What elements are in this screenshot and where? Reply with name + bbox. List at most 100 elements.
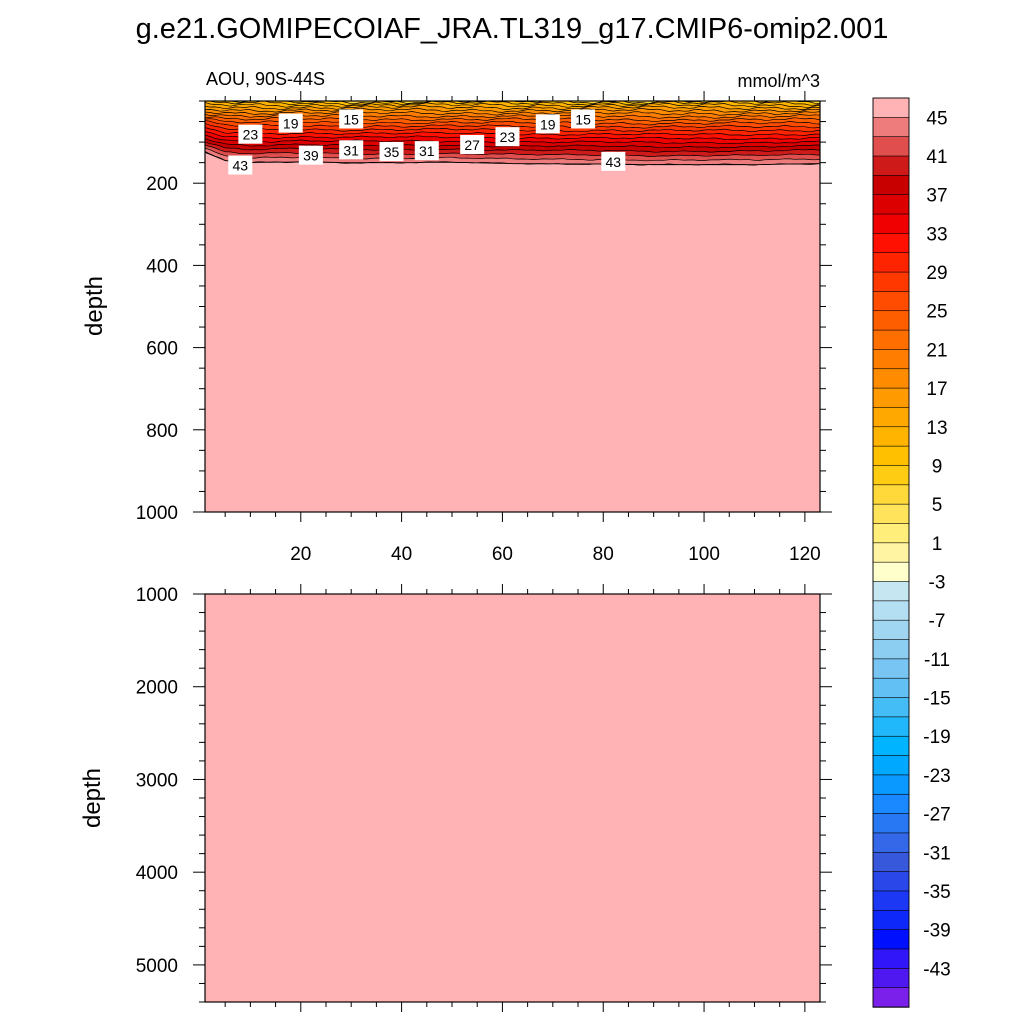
colorbar-swatch: [872, 755, 910, 776]
contour-line: [205, 107, 820, 113]
colorbar-tick-label: 9: [932, 456, 943, 477]
contour-label: 43: [228, 155, 253, 175]
y-tick-label: 3000: [136, 770, 178, 791]
colorbar-tick-label: 29: [926, 263, 947, 284]
colorbar-swatch: [872, 677, 910, 699]
colorbar-swatch: [872, 117, 910, 138]
y-tick-label: 400: [146, 256, 178, 277]
colorbar-swatch: [872, 619, 910, 641]
contour-line: [205, 101, 820, 106]
colorbar-swatch: [872, 890, 910, 911]
colorbar-swatch: [872, 774, 910, 795]
colorbar-swatch: [872, 252, 910, 273]
upper-left-string: AOU, 90S-44S: [206, 69, 325, 89]
colorbar-swatch: [872, 233, 910, 254]
lower-y-axis-label: depth: [79, 768, 106, 828]
colorbar-tick-label: -15: [923, 689, 950, 710]
contour-label: 19: [535, 114, 560, 134]
colorbar-swatch: [872, 194, 910, 215]
contour-label: 39: [298, 145, 323, 165]
colorbar-swatch: [872, 600, 910, 621]
colorbar-swatch: [872, 793, 910, 815]
contour-line: [205, 104, 820, 111]
colorbar-swatch: [872, 465, 910, 486]
svg-text:31: 31: [343, 142, 359, 158]
svg-text:23: 23: [243, 127, 259, 143]
contour-line: [205, 116, 820, 123]
x-tick-label: 100: [688, 544, 720, 565]
colorbar-swatch: [872, 349, 910, 370]
svg-text:43: 43: [232, 158, 248, 174]
colorbar-swatch: [872, 735, 910, 757]
colorbar-swatch: [872, 387, 910, 409]
colorbar-tick-label: 33: [926, 224, 947, 245]
colorbar-swatch: [872, 832, 910, 853]
y-tick-label: 800: [146, 421, 178, 442]
contour-band-deep: [205, 152, 820, 512]
colorbar-tick-label: 45: [926, 108, 947, 129]
colorbar-swatch: [872, 407, 910, 428]
colorbar-tick-label: -3: [929, 573, 946, 594]
colorbar-swatch: [872, 368, 910, 389]
contour-line: [205, 118, 820, 126]
contour-label: 19: [278, 113, 303, 133]
lower-panel: 1000 2000 3000 4000 5000 depth: [79, 584, 832, 1012]
colorbar-tick-label: 17: [926, 379, 947, 400]
colorbar-swatch: [872, 851, 910, 873]
colorbar-tick-label: 25: [926, 302, 947, 323]
contour-label: 43: [601, 151, 626, 171]
svg-text:39: 39: [303, 148, 319, 164]
colorbar-tick-label: -35: [923, 882, 950, 903]
colorbar-tick-label: -31: [923, 843, 950, 864]
colorbar-tick-label: 13: [926, 418, 947, 439]
upper-panel: 15 15 19 19 23 23 27 31 35 31 39 43 43 20 40 60 80 100 12…: [81, 69, 832, 565]
contour-line: [205, 113, 820, 119]
colorbar-tick-label: -27: [923, 805, 950, 826]
svg-text:23: 23: [500, 129, 516, 145]
contour-label: 35: [379, 141, 404, 161]
figure-title: g.e21.GOMIPECOIAF_JRA.TL319_g17.CMIP6-om…: [136, 13, 889, 45]
contour-label: 31: [414, 141, 439, 161]
colorbar-tick-label: -23: [923, 766, 950, 787]
colorbar-tick-label: 37: [926, 186, 947, 207]
y-tick-label: 4000: [136, 863, 178, 884]
colorbar-swatch: [872, 291, 910, 312]
upper-axes: 20 40 60 80 100 120 200 400 600 800 1000: [136, 91, 832, 565]
contour-line: [205, 120, 820, 129]
contour-label: 15: [571, 109, 596, 129]
svg-text:35: 35: [384, 144, 400, 160]
colorbar-swatch: [872, 175, 910, 196]
colorbar-swatch: [872, 445, 910, 467]
colorbar-tick-label: -19: [923, 727, 950, 748]
colorbar-swatch: [872, 909, 910, 931]
colorbar-tick-label: -7: [929, 611, 946, 632]
colorbar-swatch: [872, 97, 910, 119]
colorbar-swatch: [872, 987, 910, 1008]
colorbar-frame: [872, 97, 910, 1008]
contour-line: [205, 102, 820, 108]
colorbar-swatch: [872, 213, 910, 235]
colorbar-swatch: [872, 155, 910, 177]
svg-text:15: 15: [343, 111, 359, 127]
colorbar-swatch: [872, 639, 910, 660]
colorbar-swatch: [872, 426, 910, 447]
colorbar-tick-label: -11: [924, 650, 950, 671]
colorbar-swatch: [872, 542, 910, 563]
colorbar-tick-label: -43: [923, 959, 950, 980]
x-tick-label: 60: [492, 544, 513, 565]
lower-axes: 1000 2000 3000 4000 5000: [136, 584, 832, 1012]
x-tick-label: 120: [789, 544, 821, 565]
svg-text:19: 19: [283, 116, 299, 132]
upper-right-string: mmol/m^3: [738, 71, 820, 91]
svg-text:43: 43: [606, 154, 622, 170]
colorbar-swatch: [872, 929, 910, 950]
contour-label: 31: [339, 140, 364, 160]
colorbar-tick-label: 21: [926, 340, 947, 361]
y-tick-label: 600: [146, 339, 178, 360]
colorbar-swatch: [872, 329, 910, 351]
y-tick-label: 2000: [136, 678, 178, 699]
colorbar-swatch: [872, 968, 910, 989]
colorbar-swatch: [872, 561, 910, 583]
